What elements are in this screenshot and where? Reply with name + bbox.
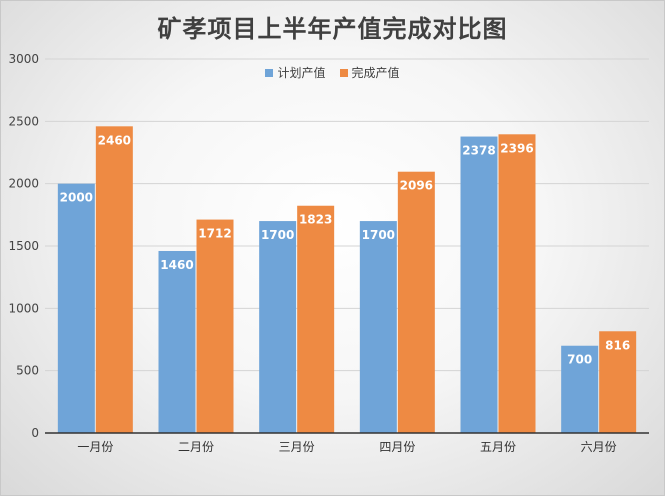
y-tick-label: 1500	[8, 239, 39, 253]
legend-label-planned: 计划产值	[277, 66, 326, 80]
data-label: 1700	[261, 228, 294, 242]
data-label: 2396	[500, 141, 533, 155]
y-tick-label: 500	[16, 364, 39, 378]
data-label: 816	[605, 338, 630, 352]
bar-planned	[259, 221, 297, 433]
bar-planned	[158, 250, 196, 433]
x-tick-label: 六月份	[581, 440, 617, 454]
bar-completed	[498, 134, 536, 434]
x-tick-label: 四月份	[379, 440, 415, 454]
data-label: 2096	[400, 179, 433, 193]
chart-title: 矿孝项目上半年产值完成对比图	[157, 15, 508, 43]
y-tick-label: 3000	[8, 52, 39, 66]
y-tick-label: 1000	[8, 301, 39, 315]
x-tick-label: 一月份	[77, 440, 113, 454]
data-label: 2378	[462, 144, 495, 158]
data-label: 2000	[60, 191, 93, 205]
bar-planned	[561, 345, 599, 433]
bar-completed	[95, 126, 133, 433]
y-tick-label: 2000	[8, 177, 39, 191]
y-tick-label: 0	[31, 426, 39, 440]
legend-swatch-completed	[339, 68, 348, 77]
legend-label-completed: 完成产值	[351, 66, 400, 80]
bar-completed	[196, 219, 234, 433]
bar-planned	[57, 183, 95, 433]
x-tick-label: 五月份	[480, 440, 516, 454]
legend-swatch-planned	[265, 68, 274, 77]
legend: 计划产值 完成产值	[1, 64, 664, 81]
data-label: 700	[567, 353, 592, 367]
data-label: 2460	[98, 133, 131, 147]
data-label: 1700	[362, 228, 395, 242]
legend-item-completed: 完成产值	[339, 64, 400, 81]
legend-item-planned: 计划产值	[265, 64, 326, 81]
bar-completed	[599, 331, 637, 433]
data-label: 1823	[299, 213, 332, 227]
bar-completed	[297, 205, 335, 433]
x-tick-label: 二月份	[178, 440, 214, 454]
bar-planned	[359, 221, 397, 433]
bar-completed	[397, 171, 435, 433]
bar-planned	[460, 136, 498, 433]
x-tick-label: 三月份	[279, 440, 315, 454]
y-tick-label: 2500	[8, 114, 39, 128]
data-label: 1460	[160, 258, 193, 272]
data-label: 1712	[198, 227, 231, 241]
